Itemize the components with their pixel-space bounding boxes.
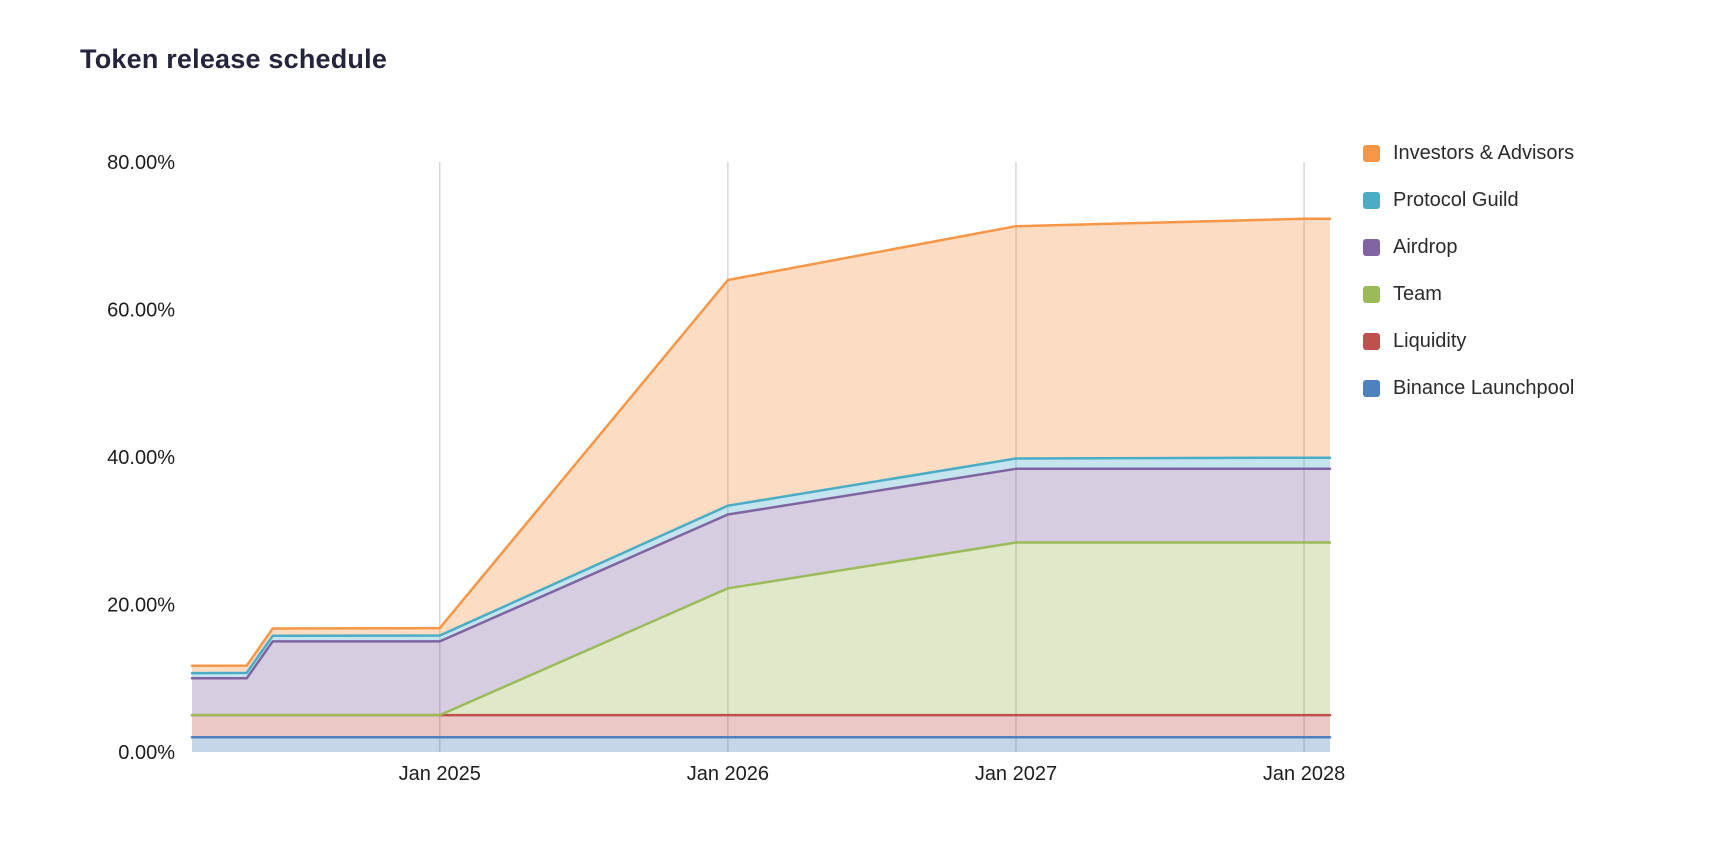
legend-label-protocol-guild: Protocol Guild	[1393, 189, 1519, 211]
y-tick-label: 80.00%	[107, 152, 175, 174]
chart-legend: Investors & Advisors Protocol Guild Airdro…	[1363, 142, 1574, 400]
legend-swatch-protocol-guild	[1363, 192, 1380, 209]
x-tick-label: Jan 2028	[1263, 763, 1345, 785]
area-liquidity	[192, 715, 1330, 738]
legend-label-airdrop: Airdrop	[1393, 236, 1458, 258]
y-tick-label: 60.00%	[107, 300, 175, 322]
area-airdrop	[192, 468, 1330, 716]
y-tick-label: 0.00%	[118, 742, 175, 764]
legend-label-binance-launchpool: Binance Launchpool	[1393, 377, 1575, 399]
x-tick-label: Jan 2027	[975, 763, 1057, 785]
legend-swatch-airdrop	[1363, 239, 1380, 256]
legend-item-investors-advisors: Investors & Advisors	[1363, 142, 1574, 165]
area-investors-advisors	[192, 218, 1330, 674]
legend-label-team: Team	[1393, 283, 1442, 305]
legend-swatch-team	[1363, 286, 1380, 303]
line-team	[190, 541, 1332, 717]
line-airdrop	[190, 467, 1332, 680]
chart-title: Token release schedule	[80, 44, 388, 74]
area-protocol-guild	[192, 457, 1330, 679]
legend-item-team: Team	[1363, 283, 1574, 306]
y-tick-label: 40.00%	[107, 447, 175, 469]
area-binance-launchpool	[192, 737, 1330, 752]
x-tick-label: Jan 2026	[687, 763, 769, 785]
legend-swatch-liquidity	[1363, 333, 1380, 350]
legend-swatch-investors-advisors	[1363, 145, 1380, 162]
legend-item-protocol-guild: Protocol Guild	[1363, 189, 1574, 212]
legend-item-binance-launchpool: Binance Launchpool	[1363, 377, 1574, 400]
x-tick-label: Jan 2025	[399, 763, 481, 785]
line-protocol-guild	[190, 456, 1332, 675]
legend-item-liquidity: Liquidity	[1363, 330, 1574, 353]
legend-label-investors-advisors: Investors & Advisors	[1393, 142, 1575, 164]
area-team	[192, 542, 1330, 716]
y-tick-label: 20.00%	[107, 595, 175, 617]
legend-label-liquidity: Liquidity	[1393, 330, 1467, 352]
legend-item-airdrop: Airdrop	[1363, 236, 1574, 259]
line-investors-advisors	[190, 217, 1332, 667]
legend-swatch-binance-launchpool	[1363, 380, 1380, 397]
